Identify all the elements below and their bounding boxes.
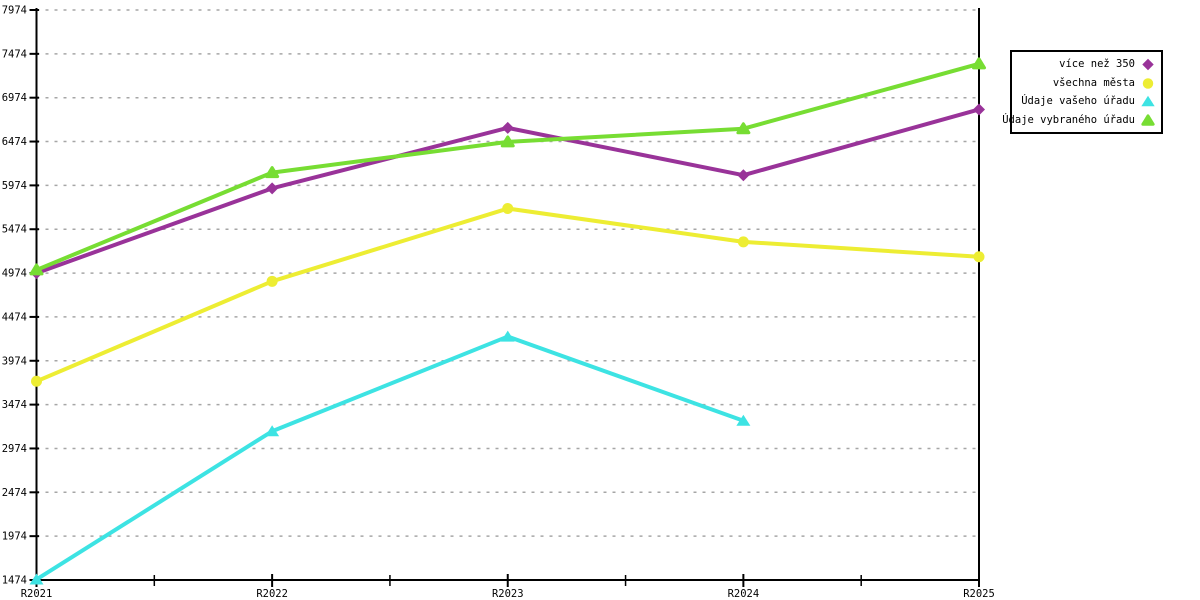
- x-axis: R2021 R2022 R2023 R2024 R2025: [21, 574, 995, 600]
- data-point-diamond: [737, 169, 750, 182]
- y-tick-label: 7974: [2, 5, 27, 17]
- y-tick-label: 5974: [2, 180, 27, 192]
- data-point-triangle-rounded: [29, 263, 44, 276]
- y-tick-label: 1474: [2, 575, 27, 587]
- data-point-triangle: [736, 414, 751, 426]
- data-point-diamond: [973, 103, 985, 116]
- data-point-circle: [502, 203, 514, 215]
- circle-icon: [1140, 75, 1156, 91]
- legend-label: více než 350: [1059, 58, 1135, 71]
- y-axis: 1474 1974 2474 2974 3474 3974 4474 4974 5474 5974…: [2, 5, 39, 587]
- y-tick-label: 2974: [2, 443, 27, 455]
- y-tick-label: 3474: [2, 399, 27, 411]
- data-point-diamond: [501, 121, 514, 134]
- legend-item: více než 350: [1016, 55, 1156, 73]
- y-tick-label: 6974: [2, 92, 27, 104]
- diamond-glyph: [1142, 59, 1154, 71]
- data-point-circle: [1142, 78, 1154, 89]
- data-point-triangle-rounded: [972, 57, 986, 70]
- data-point-triangle: [1141, 96, 1155, 107]
- legend-label: všechna města: [1052, 76, 1135, 89]
- y-tick-label: 1974: [2, 531, 27, 543]
- y-tick-label: 5474: [2, 224, 27, 236]
- circle-glyph: [1142, 78, 1154, 89]
- y-tick-label: 3974: [2, 355, 27, 367]
- legend-item: Údaje vašeho úřadu: [1016, 92, 1156, 110]
- data-point-circle: [266, 275, 278, 287]
- triangle-rounded-glyph: [1141, 114, 1155, 126]
- legend-item: všechna města: [1016, 74, 1156, 92]
- series-1: [31, 203, 985, 387]
- diamond-icon: [1140, 56, 1156, 72]
- data-point-triangle-rounded: [736, 122, 751, 135]
- legend-label: Údaje vybraného úřadu: [1002, 113, 1135, 126]
- data-point-circle: [31, 375, 42, 387]
- triangle-glyph: [1141, 96, 1155, 107]
- triangle-icon: [1140, 93, 1156, 109]
- x-tick-label: R2024: [728, 588, 760, 600]
- legend-item: Údaje vybraného úřadu: [1002, 111, 1156, 129]
- chart-legend: více než 350 všechna města Údaje vašeho …: [1002, 50, 1163, 134]
- series-0: [30, 103, 985, 280]
- x-tick-label: R2023: [492, 588, 524, 600]
- y-tick-label: 7474: [2, 48, 27, 60]
- series-2: [29, 330, 751, 585]
- data-point-diamond: [1142, 59, 1154, 71]
- legend-label: Údaje vašeho úřadu: [1021, 95, 1135, 108]
- data-point-circle: [973, 251, 985, 263]
- y-tick-label: 4974: [2, 268, 27, 280]
- gridlines: [36, 9, 979, 537]
- data-point-triangle-rounded: [1141, 114, 1155, 126]
- y-tick-label: 4474: [2, 311, 27, 323]
- data-point-triangle-rounded: [265, 166, 280, 179]
- triangle-rounded-icon: [1140, 112, 1156, 128]
- data-point-diamond: [266, 182, 279, 195]
- x-tick-label: R2021: [21, 588, 53, 600]
- x-tick-label: R2025: [963, 588, 995, 600]
- data-point-circle: [737, 236, 749, 248]
- data-point-triangle-rounded: [500, 135, 515, 148]
- data-point-triangle: [29, 573, 44, 585]
- x-tick-label: R2022: [256, 588, 288, 600]
- data-point-triangle: [265, 425, 280, 437]
- data-point-triangle: [500, 330, 515, 342]
- series-3: [29, 57, 986, 276]
- axes: [35, 8, 980, 581]
- y-tick-label: 2474: [2, 487, 27, 499]
- y-tick-label: 6474: [2, 136, 27, 148]
